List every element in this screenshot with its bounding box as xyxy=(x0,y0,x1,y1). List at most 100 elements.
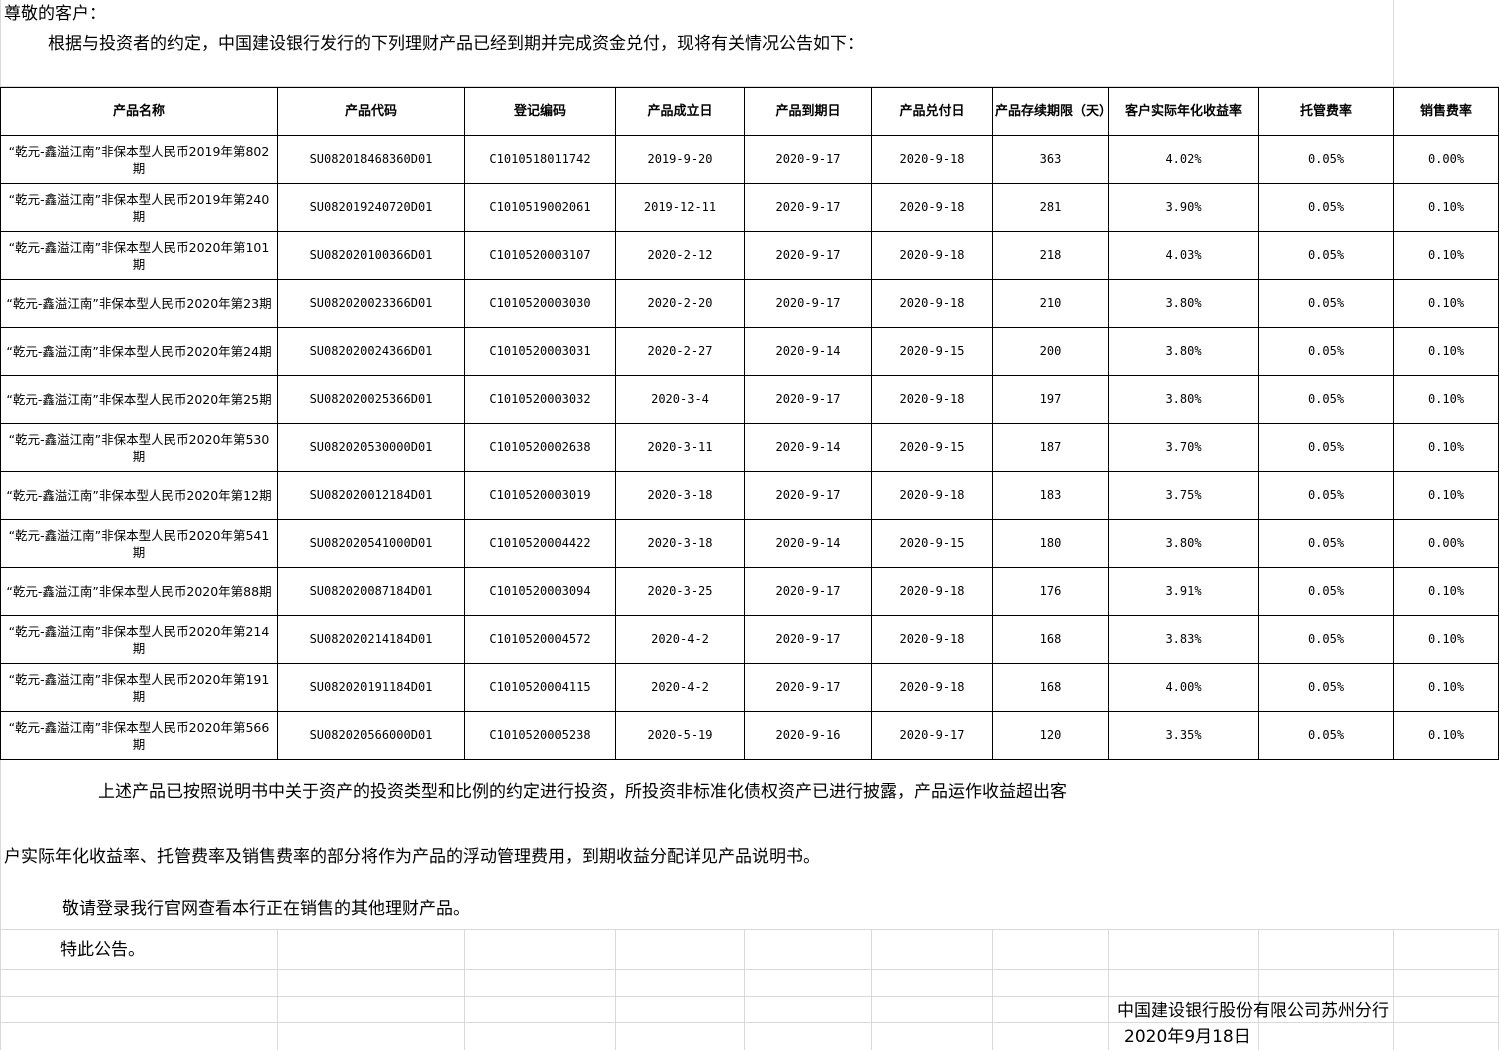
product-code: SU082020087184D01 xyxy=(277,567,465,616)
duration-days: 183 xyxy=(992,471,1109,520)
gridline xyxy=(1393,929,1394,1050)
payment-date: 2020-9-18 xyxy=(871,135,993,184)
start-date: 2020-3-11 xyxy=(615,423,745,472)
registration-code: C1010520004115 xyxy=(464,663,616,712)
note-line-1: 上述产品已按照说明书中关于资产的投资类型和比例的约定进行投资，所投资非标准化债权… xyxy=(98,782,1067,802)
maturity-date: 2020-9-14 xyxy=(744,423,872,472)
payment-date: 2020-9-15 xyxy=(871,327,993,376)
date: 2020年9月18日 xyxy=(1124,1027,1251,1047)
start-date: 2019-12-11 xyxy=(615,183,745,232)
gridline xyxy=(464,929,465,1050)
payment-date: 2020-9-15 xyxy=(871,423,993,472)
gridline xyxy=(0,86,1499,87)
annualized-yield: 3.75% xyxy=(1108,471,1259,520)
annualized-yield: 3.80% xyxy=(1108,327,1259,376)
product-code: SU082020541000D01 xyxy=(277,519,465,568)
gridline xyxy=(744,929,745,1050)
payment-date: 2020-9-18 xyxy=(871,279,993,328)
annualized-yield: 3.80% xyxy=(1108,375,1259,424)
custody-fee-rate: 0.05% xyxy=(1258,663,1394,712)
maturity-date: 2020-9-17 xyxy=(744,279,872,328)
product-name: “乾元-鑫溢江南”非保本型人民币2020年第530期 xyxy=(0,423,278,472)
maturity-date: 2020-9-17 xyxy=(744,663,872,712)
gridline xyxy=(992,929,993,1050)
maturity-date: 2020-9-17 xyxy=(744,615,872,664)
start-date: 2020-2-27 xyxy=(615,327,745,376)
gridline xyxy=(871,929,872,1050)
start-date: 2019-9-20 xyxy=(615,135,745,184)
gridline xyxy=(0,996,1499,997)
custody-fee-rate: 0.05% xyxy=(1258,615,1394,664)
annualized-yield: 3.70% xyxy=(1108,423,1259,472)
table-row: “乾元-鑫溢江南”非保本型人民币2019年第802期 SU082018468360… xyxy=(0,135,1499,184)
column-header: 产品存续期限（天） xyxy=(992,87,1109,136)
maturity-date: 2020-9-17 xyxy=(744,567,872,616)
start-date: 2020-4-2 xyxy=(615,663,745,712)
gridline xyxy=(1258,929,1259,1050)
custody-fee-rate: 0.05% xyxy=(1258,135,1394,184)
table-row: “乾元-鑫溢江南”非保本型人民币2020年第25期 SU082020025366D… xyxy=(0,375,1499,424)
annualized-yield: 3.83% xyxy=(1108,615,1259,664)
duration-days: 180 xyxy=(992,519,1109,568)
payment-date: 2020-9-18 xyxy=(871,663,993,712)
payment-date: 2020-9-18 xyxy=(871,375,993,424)
greeting: 尊敬的客户： xyxy=(4,4,106,24)
registration-code: C1010520004422 xyxy=(464,519,616,568)
sales-fee-rate: 0.10% xyxy=(1393,471,1499,520)
payment-date: 2020-9-15 xyxy=(871,519,993,568)
table-row: “乾元-鑫溢江南”非保本型人民币2020年第191期 SU082020191184… xyxy=(0,663,1499,712)
custody-fee-rate: 0.05% xyxy=(1258,327,1394,376)
start-date: 2020-2-12 xyxy=(615,231,745,280)
product-name: “乾元-鑫溢江南”非保本型人民币2020年第12期 xyxy=(0,471,278,520)
duration-days: 363 xyxy=(992,135,1109,184)
table-row: “乾元-鑫溢江南”非保本型人民币2019年第240期 SU082019240720… xyxy=(0,183,1499,232)
registration-code: C1010520003030 xyxy=(464,279,616,328)
table-row: “乾元-鑫溢江南”非保本型人民币2020年第530期 SU082020530000… xyxy=(0,423,1499,472)
registration-code: C1010520002638 xyxy=(464,423,616,472)
maturity-date: 2020-9-14 xyxy=(744,327,872,376)
product-code: SU082020191184D01 xyxy=(277,663,465,712)
table-row: “乾元-鑫溢江南”非保本型人民币2020年第101期 SU082020100366… xyxy=(0,231,1499,280)
sales-fee-rate: 0.10% xyxy=(1393,279,1499,328)
registration-code: C1010520005238 xyxy=(464,711,616,760)
payment-date: 2020-9-18 xyxy=(871,471,993,520)
custody-fee-rate: 0.05% xyxy=(1258,423,1394,472)
start-date: 2020-3-18 xyxy=(615,519,745,568)
payment-date: 2020-9-18 xyxy=(871,183,993,232)
table-row: “乾元-鑫溢江南”非保本型人民币2020年第88期 SU082020087184D… xyxy=(0,567,1499,616)
maturity-date: 2020-9-17 xyxy=(744,231,872,280)
product-code: SU082020012184D01 xyxy=(277,471,465,520)
maturity-date: 2020-9-17 xyxy=(744,135,872,184)
maturity-date: 2020-9-17 xyxy=(744,183,872,232)
registration-code: C1010519002061 xyxy=(464,183,616,232)
column-header: 产品代码 xyxy=(277,87,465,136)
custody-fee-rate: 0.05% xyxy=(1258,183,1394,232)
sales-fee-rate: 0.10% xyxy=(1393,183,1499,232)
column-header: 托管费率 xyxy=(1258,87,1394,136)
sales-fee-rate: 0.10% xyxy=(1393,327,1499,376)
column-header: 产品兑付日 xyxy=(871,87,993,136)
custody-fee-rate: 0.05% xyxy=(1258,471,1394,520)
duration-days: 210 xyxy=(992,279,1109,328)
maturity-date: 2020-9-14 xyxy=(744,519,872,568)
custody-fee-rate: 0.05% xyxy=(1258,231,1394,280)
product-code: SU082020025366D01 xyxy=(277,375,465,424)
product-name: “乾元-鑫溢江南”非保本型人民币2020年第541期 xyxy=(0,519,278,568)
gridline xyxy=(0,969,1499,970)
start-date: 2020-2-20 xyxy=(615,279,745,328)
signature: 中国建设银行股份有限公司苏州分行 xyxy=(1117,1001,1389,1021)
annualized-yield: 3.80% xyxy=(1108,279,1259,328)
maturity-date: 2020-9-16 xyxy=(744,711,872,760)
intro-text: 根据与投资者的约定，中国建设银行发行的下列理财产品已经到期并完成资金兑付，现将有… xyxy=(48,34,864,54)
duration-days: 218 xyxy=(992,231,1109,280)
gridline xyxy=(0,929,1499,930)
table-row: “乾元-鑫溢江南”非保本型人民币2020年第541期 SU082020541000… xyxy=(0,519,1499,568)
product-code: SU082020023366D01 xyxy=(277,279,465,328)
product-name: “乾元-鑫溢江南”非保本型人民币2020年第101期 xyxy=(0,231,278,280)
sales-fee-rate: 0.10% xyxy=(1393,423,1499,472)
registration-code: C1010520003107 xyxy=(464,231,616,280)
product-name: “乾元-鑫溢江南”非保本型人民币2019年第240期 xyxy=(0,183,278,232)
duration-days: 176 xyxy=(992,567,1109,616)
gridline xyxy=(1108,929,1109,1050)
annualized-yield: 3.35% xyxy=(1108,711,1259,760)
